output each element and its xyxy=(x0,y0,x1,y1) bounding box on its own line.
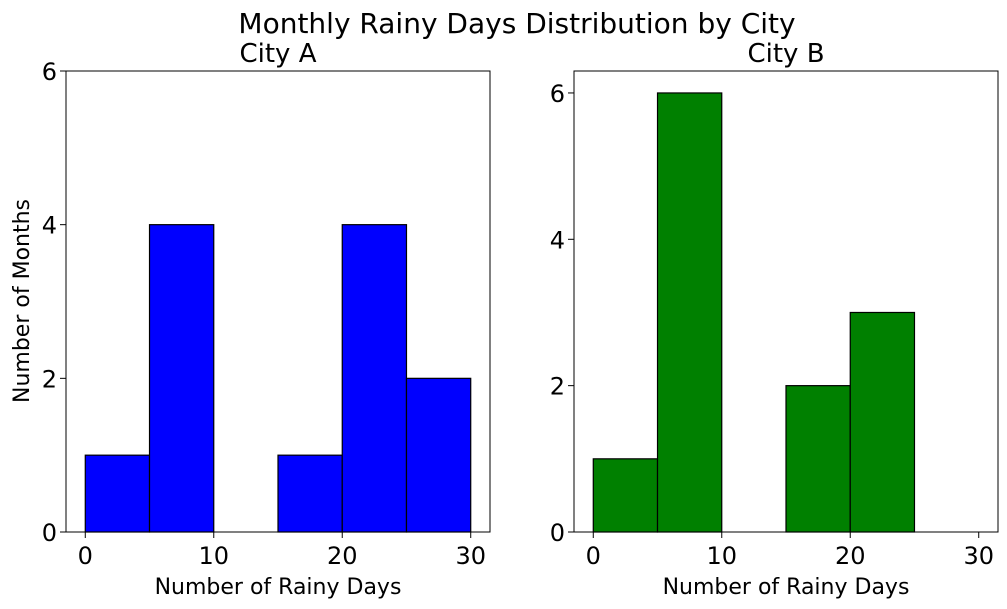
city-a-panel: City A Number of Months Number of Rainy … xyxy=(10,39,491,600)
city-a-x-tick-label-2: 20 xyxy=(327,542,358,570)
city-b-y-ticks: 0 2 4 6 xyxy=(550,80,574,547)
city-b-title: City B xyxy=(747,39,824,69)
city-b-y-tick-label-2: 4 xyxy=(550,226,565,254)
city-b-plot-frame xyxy=(573,70,999,533)
city-a-y-tick-label-3: 6 xyxy=(42,58,57,86)
city-b-bar-1 xyxy=(656,92,723,533)
city-a-plot-frame xyxy=(65,70,491,533)
city-a-bar-4 xyxy=(341,224,408,533)
city-a-bar-0 xyxy=(84,454,151,533)
city-a-x-tick-label-1: 10 xyxy=(198,542,229,570)
city-a-bar-1 xyxy=(148,224,215,533)
city-b-x-tick-label-0: 0 xyxy=(586,542,601,570)
city-a-y-tick-label-0: 0 xyxy=(42,519,57,547)
city-b-y-tick-label-0: 0 xyxy=(550,519,565,547)
city-b-x-tick-label-2: 20 xyxy=(835,542,866,570)
city-b-y-tick-label-3: 6 xyxy=(550,80,565,108)
city-a-x-tick-label-0: 0 xyxy=(78,542,93,570)
city-b-y-tick-label-1: 2 xyxy=(550,373,565,401)
city-b-bar-0 xyxy=(592,458,659,533)
city-a-y-tick-label-2: 4 xyxy=(42,212,57,240)
city-a-xlabel: Number of Rainy Days xyxy=(155,575,402,600)
city-a-title: City A xyxy=(239,39,316,69)
city-a-ylabel: Number of Months xyxy=(10,199,35,403)
city-b-bars xyxy=(592,92,916,533)
city-a-x-tick-label-3: 30 xyxy=(455,542,486,570)
figure-title: Monthly Rainy Days Distribution by City xyxy=(238,7,795,40)
city-a-y-ticks: 0 2 4 6 xyxy=(42,58,66,547)
city-a-bar-3 xyxy=(277,454,343,533)
city-a-x-ticks: 0 10 20 30 xyxy=(78,532,486,570)
city-a-bar-5 xyxy=(405,377,472,533)
city-b-x-tick-label-1: 10 xyxy=(706,542,737,570)
city-a-bars xyxy=(84,224,472,533)
city-b-xlabel: Number of Rainy Days xyxy=(663,575,910,600)
city-b-bar-4 xyxy=(849,311,916,533)
city-b-bar-3 xyxy=(785,385,851,533)
city-b-x-ticks: 0 10 20 30 xyxy=(586,532,994,570)
city-b-panel: City B Number of Rainy Days 0 2 4 6 0 10 20 30 xyxy=(550,39,999,600)
city-b-x-tick-label-3: 30 xyxy=(963,542,994,570)
city-a-y-tick-label-1: 2 xyxy=(42,365,57,393)
